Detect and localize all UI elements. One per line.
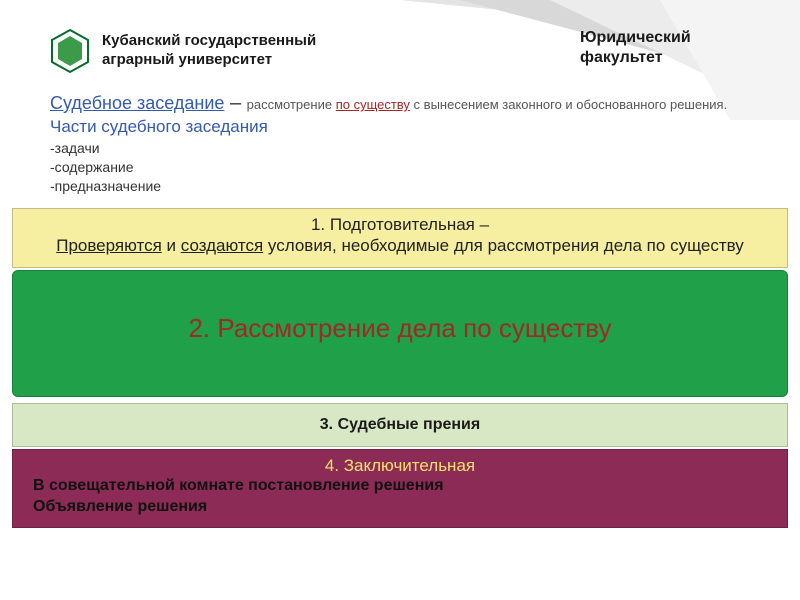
stage-4-final: 4. Заключительная В совещательной комнат… [12,449,788,529]
stage-1-u1: Проверяются [56,236,162,255]
bullet-content: -содержание [50,158,750,177]
definition-line: Судебное заседание – рассмотрение по сущ… [50,92,750,115]
faculty-name: Юридический факультет [580,28,760,68]
bullet-purpose: -предназначение [50,177,750,196]
stage-4-desc-line1: В совещательной комнате постановление ре… [33,476,767,497]
definition-dash: – [224,92,246,114]
definition-red-underlined: по существу [336,97,410,112]
stage-4-desc: В совещательной комнате постановление ре… [33,476,767,518]
header: Кубанский государственный аграрный униве… [0,0,800,84]
definition-after-red: с вынесением законного и обоснованного р… [410,97,727,112]
stage-3-title: 3. Судебные прения [33,416,767,434]
definition-before-red: рассмотрение [247,97,336,112]
parts-bullets: -задачи -содержание -предназначение [50,139,750,196]
stage-2-title: 2. Рассмотрение дела по существу [33,313,767,344]
intro-block: Судебное заседание – рассмотрение по сущ… [0,84,800,202]
stage-1-rest: условия, необходимые для рассмотрения де… [263,236,744,255]
university-name-line1: Кубанский государственный [102,32,316,51]
stage-1-title: 1. Подготовительная – [43,215,757,235]
logo-block: Кубанский государственный аграрный униве… [50,28,580,74]
stage-2-merits: 2. Рассмотрение дела по существу [12,270,788,397]
stage-4-desc-line2: Объявление решения [33,497,767,518]
stage-1-desc: Проверяются и создаются условия, необход… [43,235,757,257]
university-name: Кубанский государственный аграрный униве… [102,32,316,70]
faculty-line2: факультет [580,48,760,68]
stage-4-title: 4. Заключительная [33,456,767,476]
university-name-line2: аграрный университет [102,51,316,70]
university-logo-icon [50,28,90,74]
stage-1-u2: создаются [181,236,263,255]
definition-term: Судебное заседание [50,93,224,113]
bullet-tasks: -задачи [50,139,750,158]
stage-1-mid: и [162,236,181,255]
faculty-line1: Юридический [580,28,760,48]
stage-1-preparatory: 1. Подготовительная – Проверяются и созд… [12,208,788,268]
parts-subtitle: Части судебного заседания [50,117,750,137]
stage-3-debates: 3. Судебные прения [12,403,788,447]
